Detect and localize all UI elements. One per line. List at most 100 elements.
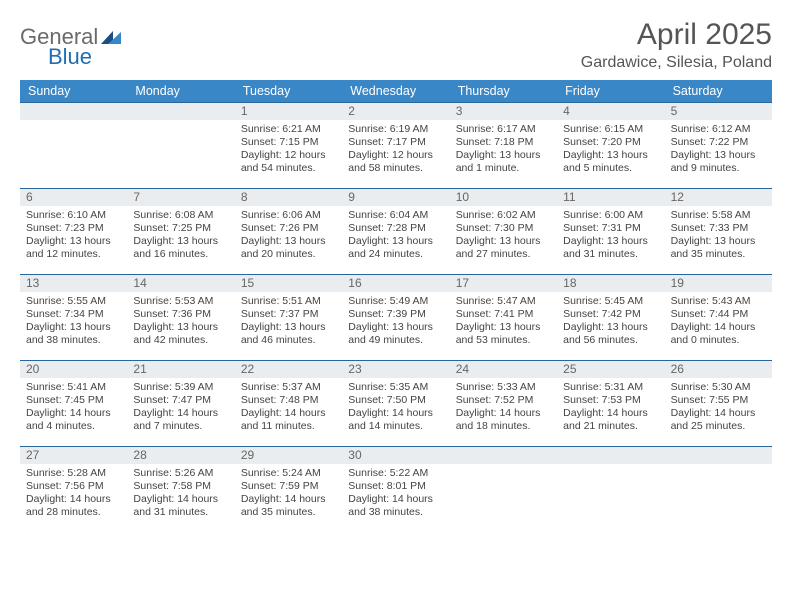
sunset-line: Sunset: 7:42 PM	[563, 308, 658, 321]
calendar-cell	[557, 446, 664, 532]
day-number: 12	[665, 189, 772, 206]
page-title: April 2025	[581, 18, 772, 52]
sunrise-line: Sunrise: 5:31 AM	[563, 381, 658, 394]
day-number-strip	[20, 103, 127, 120]
calendar-cell	[20, 102, 127, 188]
daylight-line: Daylight: 13 hours and 35 minutes.	[671, 235, 766, 261]
calendar-cell: 18 Sunrise: 5:45 AMSunset: 7:42 PMDayligh…	[557, 274, 664, 360]
sunset-line: Sunset: 7:59 PM	[241, 480, 336, 493]
day-header: Tuesday	[235, 80, 342, 102]
sunrise-line: Sunrise: 6:17 AM	[456, 123, 551, 136]
sunset-line: Sunset: 7:44 PM	[671, 308, 766, 321]
sunset-line: Sunset: 7:37 PM	[241, 308, 336, 321]
calendar-cell: 2Sunrise: 6:19 AMSunset: 7:17 PMDaylight…	[342, 102, 449, 188]
calendar-cell: 1Sunrise: 6:21 AMSunset: 7:15 PMDaylight…	[235, 102, 342, 188]
daylight-line: Daylight: 14 hours and 7 minutes.	[133, 407, 228, 433]
daylight-line: Daylight: 13 hours and 31 minutes.	[563, 235, 658, 261]
sunset-line: Sunset: 7:55 PM	[671, 394, 766, 407]
day-number: 6	[20, 189, 127, 206]
calendar-cell: 24Sunrise: 5:33 AMSunset: 7:52 PMDayligh…	[450, 360, 557, 446]
sunrise-line: Sunrise: 6:19 AM	[348, 123, 443, 136]
daylight-line: Daylight: 13 hours and 1 minute.	[456, 149, 551, 175]
daylight-line: Daylight: 14 hours and 21 minutes.	[563, 407, 658, 433]
sunrise-line: Sunrise: 5:43 AM	[671, 295, 766, 308]
daylight-line: Daylight: 13 hours and 38 minutes.	[26, 321, 121, 347]
calendar-cell: 17Sunrise: 5:47 AMSunset: 7:41 PMDayligh…	[450, 274, 557, 360]
calendar-cell: 3 Sunrise: 6:17 AMSunset: 7:18 PMDaylight…	[450, 102, 557, 188]
daylight-line: Daylight: 13 hours and 46 minutes.	[241, 321, 336, 347]
calendar-grid: SundayMondayTuesdayWednesdayThursdayFrid…	[20, 80, 772, 532]
logo-triangle-icon	[101, 24, 123, 50]
day-number: 3	[450, 103, 557, 120]
sunset-line: Sunset: 7:39 PM	[348, 308, 443, 321]
calendar-cell: 29Sunrise: 5:24 AMSunset: 7:59 PMDayligh…	[235, 446, 342, 532]
day-number: 14	[127, 275, 234, 292]
day-number: 21	[127, 361, 234, 378]
sunrise-line: Sunrise: 6:15 AM	[563, 123, 658, 136]
sunrise-line: Sunrise: 6:12 AM	[671, 123, 766, 136]
calendar-cell: 6 Sunrise: 6:10 AMSunset: 7:23 PMDaylight…	[20, 188, 127, 274]
daylight-line: Daylight: 13 hours and 12 minutes.	[26, 235, 121, 261]
sunrise-line: Sunrise: 5:55 AM	[26, 295, 121, 308]
sunset-line: Sunset: 8:01 PM	[348, 480, 443, 493]
sunset-line: Sunset: 7:18 PM	[456, 136, 551, 149]
sunrise-line: Sunrise: 5:37 AM	[241, 381, 336, 394]
sunrise-line: Sunrise: 6:10 AM	[26, 209, 121, 222]
calendar-cell	[127, 102, 234, 188]
daylight-line: Daylight: 13 hours and 56 minutes.	[563, 321, 658, 347]
day-number: 15	[235, 275, 342, 292]
sunset-line: Sunset: 7:15 PM	[241, 136, 336, 149]
day-number: 4	[557, 103, 664, 120]
daylight-line: Daylight: 13 hours and 5 minutes.	[563, 149, 658, 175]
sunrise-line: Sunrise: 5:35 AM	[348, 381, 443, 394]
day-number-strip	[557, 447, 664, 464]
day-number: 29	[235, 447, 342, 464]
day-number: 22	[235, 361, 342, 378]
day-number: 25	[557, 361, 664, 378]
header: GeneralBlue April 2025 Gardawice, Silesi…	[20, 18, 772, 72]
sunset-line: Sunset: 7:23 PM	[26, 222, 121, 235]
sunset-line: Sunset: 7:58 PM	[133, 480, 228, 493]
sunrise-line: Sunrise: 5:45 AM	[563, 295, 658, 308]
day-number: 23	[342, 361, 449, 378]
day-number: 24	[450, 361, 557, 378]
sunset-line: Sunset: 7:30 PM	[456, 222, 551, 235]
daylight-line: Daylight: 13 hours and 53 minutes.	[456, 321, 551, 347]
day-number: 5	[665, 103, 772, 120]
day-number: 13	[20, 275, 127, 292]
day-number: 20	[20, 361, 127, 378]
logo: GeneralBlue	[20, 24, 140, 70]
sunset-line: Sunset: 7:26 PM	[241, 222, 336, 235]
page-subtitle: Gardawice, Silesia, Poland	[581, 54, 772, 72]
calendar-cell: 13Sunrise: 5:55 AMSunset: 7:34 PMDayligh…	[20, 274, 127, 360]
calendar-cell: 22Sunrise: 5:37 AMSunset: 7:48 PMDayligh…	[235, 360, 342, 446]
day-number: 7	[127, 189, 234, 206]
sunrise-line: Sunrise: 6:02 AM	[456, 209, 551, 222]
calendar-cell: 9Sunrise: 6:04 AMSunset: 7:28 PMDaylight…	[342, 188, 449, 274]
day-number: 19	[665, 275, 772, 292]
sunrise-line: Sunrise: 5:53 AM	[133, 295, 228, 308]
sunset-line: Sunset: 7:45 PM	[26, 394, 121, 407]
day-number: 18	[557, 275, 664, 292]
sunrise-line: Sunrise: 5:58 AM	[671, 209, 766, 222]
calendar-cell: 10Sunrise: 6:02 AMSunset: 7:30 PMDayligh…	[450, 188, 557, 274]
daylight-line: Daylight: 14 hours and 35 minutes.	[241, 493, 336, 519]
day-header: Sunday	[20, 80, 127, 102]
calendar-cell: 25Sunrise: 5:31 AMSunset: 7:53 PMDayligh…	[557, 360, 664, 446]
day-number: 17	[450, 275, 557, 292]
sunset-line: Sunset: 7:50 PM	[348, 394, 443, 407]
sunrise-line: Sunrise: 5:39 AM	[133, 381, 228, 394]
daylight-line: Daylight: 14 hours and 4 minutes.	[26, 407, 121, 433]
calendar-cell: 4Sunrise: 6:15 AMSunset: 7:20 PMDaylight…	[557, 102, 664, 188]
sunrise-line: Sunrise: 5:30 AM	[671, 381, 766, 394]
day-header: Saturday	[665, 80, 772, 102]
daylight-line: Daylight: 14 hours and 31 minutes.	[133, 493, 228, 519]
day-header: Wednesday	[342, 80, 449, 102]
calendar-cell: 30Sunrise: 5:22 AMSunset: 8:01 PMDayligh…	[342, 446, 449, 532]
day-number: 9	[342, 189, 449, 206]
day-number: 30	[342, 447, 449, 464]
sunset-line: Sunset: 7:52 PM	[456, 394, 551, 407]
sunset-line: Sunset: 7:25 PM	[133, 222, 228, 235]
calendar-cell: 21Sunrise: 5:39 AMSunset: 7:47 PMDayligh…	[127, 360, 234, 446]
calendar-cell: 12Sunrise: 5:58 AMSunset: 7:33 PMDayligh…	[665, 188, 772, 274]
